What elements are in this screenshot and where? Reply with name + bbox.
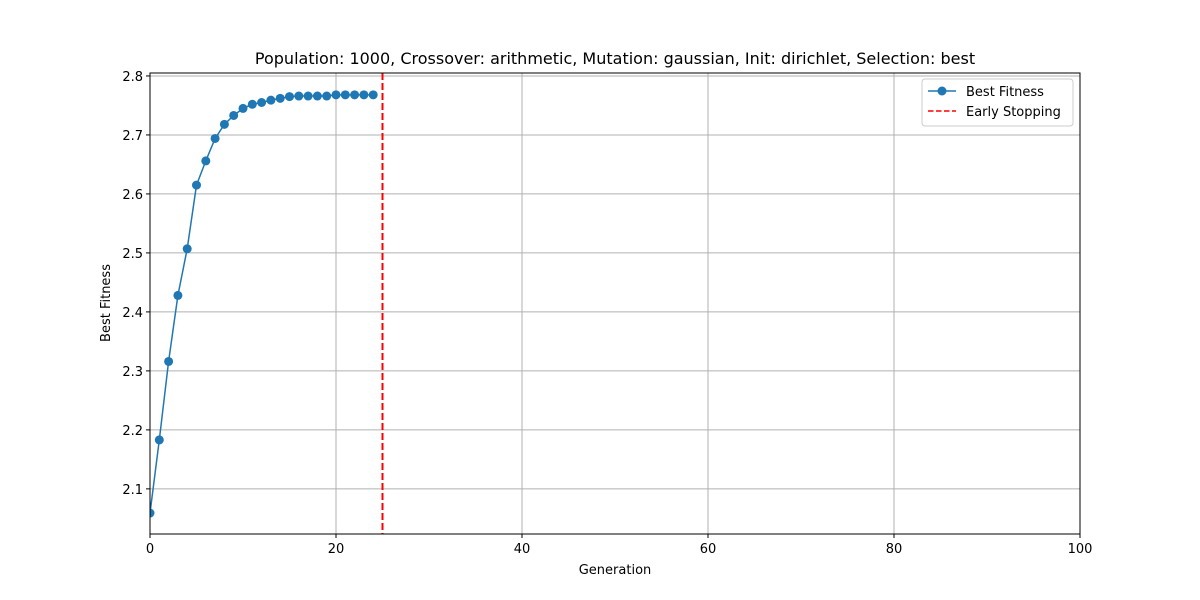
data-point xyxy=(303,91,313,101)
y-axis-label: Best Fitness xyxy=(99,264,114,342)
data-point xyxy=(331,90,341,100)
data-point xyxy=(210,133,220,143)
x-axis: 0 20 40 60 80 100 xyxy=(146,534,1093,557)
data-point xyxy=(266,95,276,105)
data-point xyxy=(359,90,369,100)
legend-marker-best-fitness xyxy=(937,86,947,96)
y-tick-label: 2.4 xyxy=(122,306,143,321)
data-point xyxy=(164,356,174,366)
y-tick-label: 2.2 xyxy=(122,424,143,439)
data-point xyxy=(173,290,183,300)
y-tick-label: 2.3 xyxy=(122,365,143,380)
legend-box xyxy=(921,78,1074,127)
data-point xyxy=(275,93,285,103)
data-point xyxy=(257,97,267,107)
x-axis-label: Generation xyxy=(579,563,652,578)
legend: Best Fitness Early Stopping xyxy=(921,78,1074,127)
data-point xyxy=(229,110,239,120)
x-tick-label: 80 xyxy=(886,542,903,557)
data-point xyxy=(238,103,248,113)
y-tick-label: 2.5 xyxy=(122,247,143,262)
y-tick-label: 2.8 xyxy=(122,70,143,85)
plot-area xyxy=(150,73,384,534)
data-point xyxy=(192,180,201,190)
grid xyxy=(149,73,1081,534)
data-point xyxy=(340,90,350,100)
y-axis: 2.1 2.2 2.3 2.4 2.5 2.6 2.7 2.8 xyxy=(122,70,150,498)
data-point xyxy=(182,244,192,254)
x-tick-label: 60 xyxy=(700,542,717,557)
data-point xyxy=(285,92,294,102)
data-point xyxy=(312,91,322,101)
data-point xyxy=(219,119,229,129)
plot-contents xyxy=(150,73,384,534)
x-tick-label: 40 xyxy=(514,542,531,557)
chart-title: Population: 1000, Crossover: arithmetic,… xyxy=(255,49,975,68)
data-point xyxy=(322,91,332,101)
data-point xyxy=(150,508,155,518)
axes-frame xyxy=(149,72,1081,535)
legend-label-best-fitness: Best Fitness xyxy=(966,85,1044,100)
data-point xyxy=(247,99,257,109)
legend-label-early-stopping: Early Stopping xyxy=(966,105,1061,120)
data-point xyxy=(368,90,378,100)
data-point xyxy=(201,156,211,166)
y-tick-label: 2.6 xyxy=(122,188,143,203)
y-tick-label: 2.1 xyxy=(122,483,143,498)
y-tick-label: 2.7 xyxy=(122,129,143,144)
data-point xyxy=(350,90,360,100)
x-tick-label: 0 xyxy=(146,542,154,557)
x-tick-label: 20 xyxy=(328,542,345,557)
data-point xyxy=(294,91,304,101)
data-point xyxy=(154,435,164,445)
x-tick-label: 100 xyxy=(1068,542,1093,557)
